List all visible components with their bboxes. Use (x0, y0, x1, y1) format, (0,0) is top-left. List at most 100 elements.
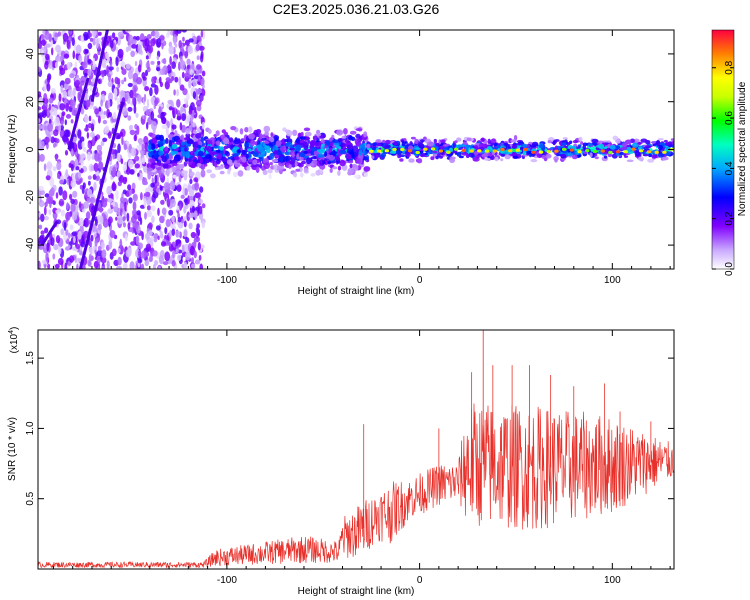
spectrogram-noise-blob (59, 67, 66, 76)
spectrogram-noise-blob (44, 136, 50, 144)
spectrogram-noise-blob (182, 186, 185, 197)
spectrogram-noise-blob (102, 119, 108, 125)
y-tick-label: 1.0 (25, 421, 36, 435)
spectrogram-mid-blob (171, 143, 178, 150)
spectrogram-mid-blob (263, 140, 270, 144)
spectrogram-band-blob (409, 141, 413, 146)
spectrogram-band-blob (510, 139, 517, 143)
spectrogram-noise-blob (89, 33, 92, 38)
spectrogram-mid-blob (270, 132, 274, 137)
spectrogram-band-blob (591, 142, 598, 145)
spectrogram-mid-blob (263, 125, 271, 133)
spectrogram-noise-blob (137, 258, 143, 264)
spectrogram-band-blob (645, 145, 652, 149)
spectrogram-noise-blob (121, 192, 124, 202)
spectrogram-noise-blob (190, 102, 195, 111)
spectrogram-noise-blob (100, 256, 107, 264)
spectrogram-noise-blob (48, 97, 54, 104)
spectrogram-band-blob (399, 158, 404, 162)
spectrogram-noise-blob (101, 265, 106, 269)
spectrogram-noise-blob (160, 241, 167, 247)
spectrogram-noise-blob (133, 86, 137, 97)
spectrogram-noise-blob (69, 73, 75, 79)
spectrogram-band-blob (529, 145, 537, 148)
spectrogram-mid-blob (290, 155, 297, 162)
spectrogram-noise-blob (196, 99, 202, 107)
spectrogram-noise-blob (171, 124, 177, 130)
spectrogram-mid-blob (328, 147, 333, 153)
spectrogram-noise-blob (117, 143, 121, 154)
spectrogram-noise-blob (78, 251, 84, 256)
spectrogram-noise-blob (138, 250, 142, 258)
spectrogram-band-blob (465, 144, 470, 149)
spectrogram-mid-blob (298, 156, 304, 161)
spectrogram-band-blob (408, 158, 415, 163)
spectrogram-noise-blob (155, 187, 160, 193)
spectrogram-noise-blob (89, 84, 92, 92)
spectrogram-mid-blob (216, 153, 223, 160)
spectrogram-band-blob (522, 143, 527, 149)
spectrogram-band-blob (634, 151, 641, 157)
spectrogram-mid-blob (205, 154, 212, 159)
spectrogram-noise-blob (86, 211, 91, 220)
spectrogram-mid-blob (348, 135, 353, 141)
spectrogram-noise-blob (127, 115, 132, 121)
spectrogram-mid-blob (226, 159, 233, 165)
spectrogram-noise-blob (47, 263, 51, 269)
spectrogram-noise-blob (161, 42, 164, 50)
spectrogram-noise-blob (75, 166, 80, 171)
spectrogram-noise-blob (162, 187, 166, 193)
spectrogram-core-blob (461, 148, 467, 153)
spectrogram-noise-blob (150, 38, 156, 47)
spectrogram-noise-blob (58, 186, 63, 196)
spectrogram-noise-blob (161, 124, 167, 129)
spectrogram-noise-blob (91, 64, 96, 71)
spectrogram-noise-blob (192, 91, 196, 100)
spectrogram-band-blob (530, 159, 538, 163)
spectrogram-band-blob (554, 158, 558, 163)
spectrogram-noise-blob (181, 71, 185, 79)
spectrogram-noise-blob (151, 177, 154, 185)
spectrogram-band-blob (575, 146, 581, 149)
spectrogram-core-blob (561, 147, 567, 151)
spectrogram-noise-blob (136, 77, 143, 85)
spectrogram-mid-blob (252, 159, 258, 165)
spectrogram-noise-blob (167, 79, 173, 84)
spectrogram-noise-blob (87, 188, 93, 198)
spectrogram-noise-blob (199, 263, 203, 269)
spectrogram-noise-blob (183, 97, 188, 104)
spectrogram-noise-blob (38, 124, 43, 130)
spectrogram-x-label: Height of straight line (km) (298, 286, 415, 297)
x-tick-label: -100 (217, 575, 237, 586)
spectrogram-image (38, 30, 674, 269)
spectrogram-noise-blob (120, 158, 124, 165)
spectrogram-core-blob (430, 147, 436, 151)
spectrogram-noise-blob (195, 44, 200, 52)
spectrogram-noise-blob (117, 48, 124, 59)
spectrogram-noise-blob (39, 153, 45, 162)
snr-exponent: (x104) (8, 327, 20, 354)
spectrogram-noise-blob (131, 215, 137, 224)
spectrogram-band-blob (554, 139, 560, 142)
spectrogram-y-label: Frequency (Hz) (7, 115, 18, 184)
spectrogram-noise-blob (64, 77, 71, 85)
spectrogram-mid-blob (196, 162, 202, 167)
spectrogram-noise-blob (55, 263, 60, 269)
spectrogram-mid-blob (234, 156, 240, 160)
spectrogram-noise-blob (38, 139, 42, 149)
spectrogram-noise-blob (42, 97, 46, 104)
spectrogram-noise-blob (88, 246, 95, 255)
spectrogram-core-blob (615, 150, 621, 154)
spectrogram-noise-blob (179, 84, 185, 91)
spectrogram-mid-blob (233, 139, 241, 145)
spectrogram-noise-blob (89, 37, 94, 42)
spectrogram-mid-blob (206, 145, 212, 153)
spectrogram-core-blob (646, 150, 652, 154)
spectrogram-mid-blob (312, 135, 318, 141)
spectrogram-mid-blob (230, 126, 237, 131)
spectrogram-band-blob (571, 154, 578, 160)
spectrogram-band-blob (412, 149, 417, 155)
spectrogram-band-blob (492, 147, 498, 151)
spectrogram-noise-blob (107, 131, 112, 139)
spectrogram-noise-blob (137, 64, 142, 73)
